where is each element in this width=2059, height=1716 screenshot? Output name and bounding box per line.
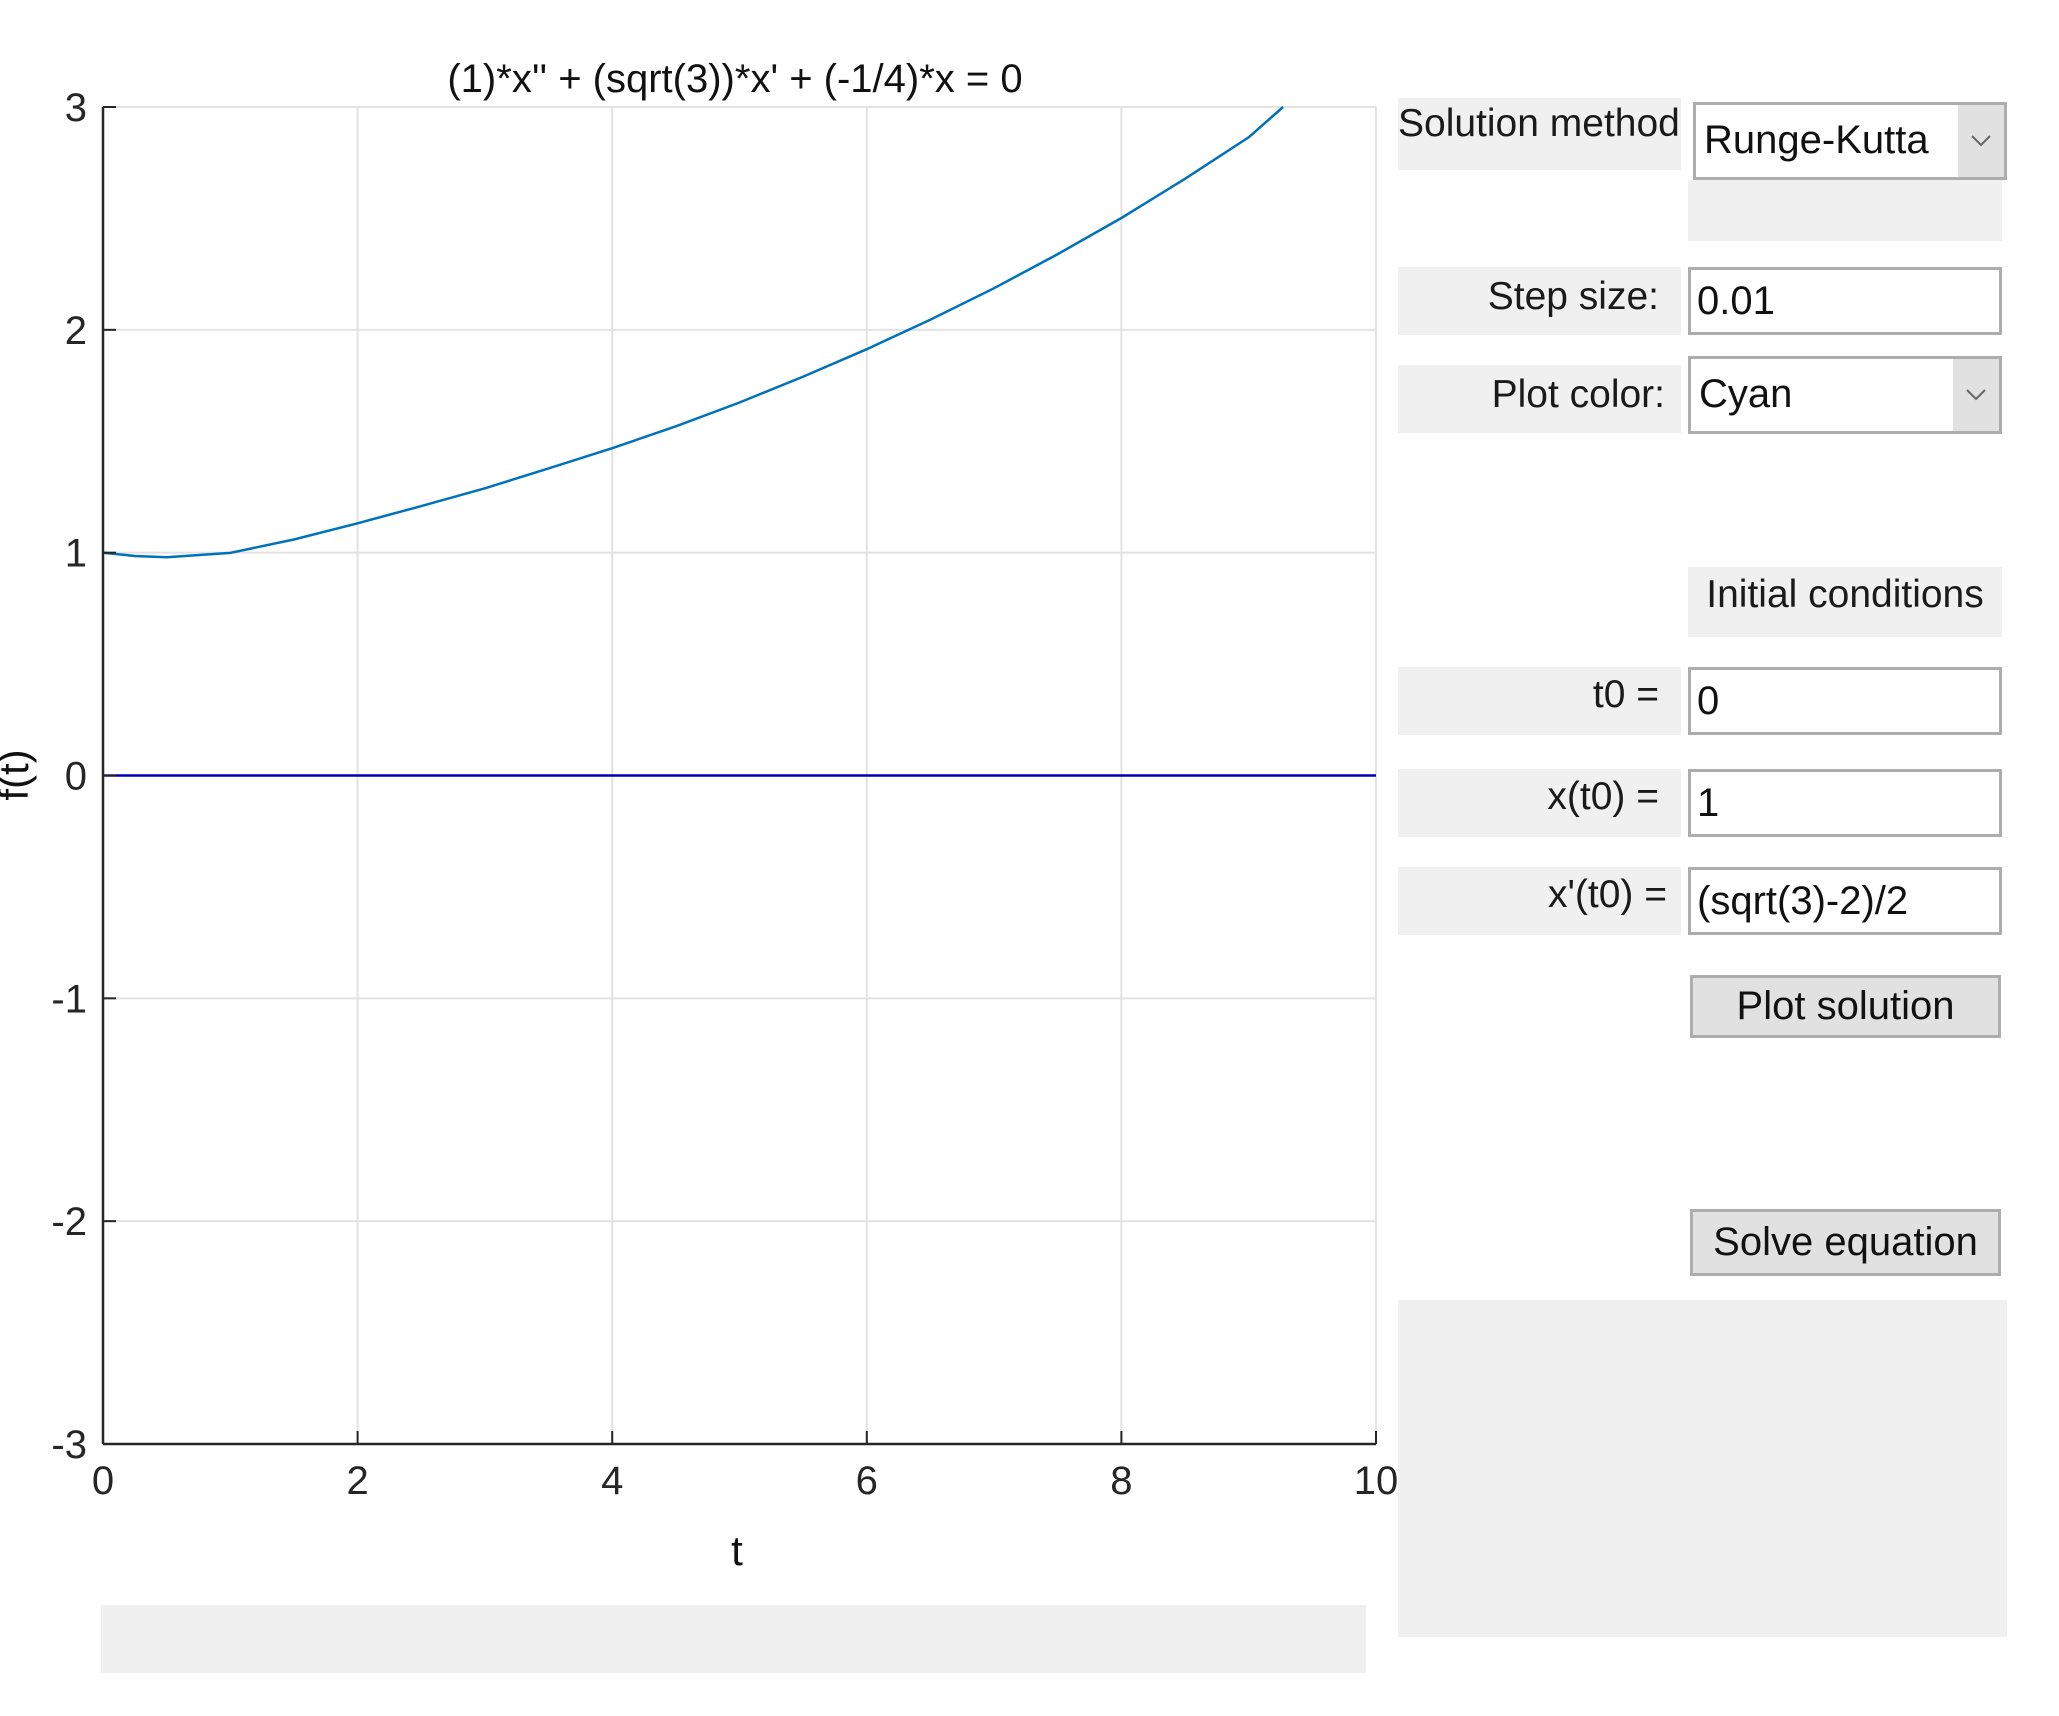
y-tick-label: 2 [65, 309, 87, 353]
x-tick-label: 10 [1354, 1459, 1399, 1503]
y-tick-label: -1 [51, 977, 87, 1021]
plot-axes[interactable]: 0 2 4 6 8 10 -3 -2 -1 0 1 2 3 (1)*x'' + (sqrt(3))*x'… [0, 0, 1400, 1620]
x-axis-label: t [731, 1527, 743, 1574]
y-tick-label: -2 [51, 1200, 87, 1244]
series-line [102, 106, 1284, 559]
step-size-label-text: Step size: [1487, 275, 1659, 318]
y-tick-label: 0 [65, 755, 87, 799]
chevron-down-icon[interactable] [1953, 359, 1999, 431]
x-tick-label: 0 [92, 1459, 114, 1503]
plot-title: (1)*x'' + (sqrt(3))*x' + (-1/4)*x = 0 [447, 57, 1022, 101]
y-tick-label: 3 [65, 86, 87, 130]
status-panel [101, 1605, 1366, 1673]
plot-color-dropdown[interactable]: Cyan [1688, 356, 2002, 434]
chevron-down-icon[interactable] [1958, 105, 2004, 177]
solution-method-label: Solution method: [1398, 98, 1681, 170]
x-tick-label: 8 [1110, 1459, 1132, 1503]
x0-label: x(t0) = [1398, 769, 1681, 837]
plot-color-label: Plot color: [1398, 365, 1681, 433]
plot-lines [102, 106, 1376, 777]
step-size-label: Step size: [1398, 267, 1681, 335]
plot-solution-button[interactable]: Plot solution [1690, 975, 2001, 1038]
output-panel [1398, 1300, 2007, 1637]
y-tick-label: 1 [65, 532, 87, 576]
t0-label: t0 = [1398, 667, 1681, 735]
plot-color-label-text: Plot color: [1491, 373, 1665, 416]
t0-input[interactable] [1688, 667, 2002, 735]
x-tick-label: 4 [601, 1459, 623, 1503]
initial-conditions-label: Initial conditions [1688, 567, 2002, 637]
solution-method-value: Runge-Kutta [1704, 118, 1929, 162]
solution-method-label-text: Solution method: [1398, 102, 1681, 145]
x-tick-label: 2 [346, 1459, 368, 1503]
ticks: 0 2 4 6 8 10 -3 -2 -1 0 1 2 3 [51, 86, 1398, 1503]
y-axis-label: f(t) [0, 749, 37, 800]
plot-color-value: Cyan [1699, 372, 1793, 416]
t0-label-text: t0 = [1592, 673, 1659, 716]
solve-equation-button[interactable]: Solve equation [1690, 1209, 2001, 1276]
x-tick-label: 6 [856, 1459, 878, 1503]
y-tick-label: -3 [51, 1423, 87, 1467]
solution-method-dropdown[interactable]: Runge-Kutta [1693, 102, 2007, 180]
initial-conditions-text: Initial conditions [1706, 573, 1984, 616]
dx0-input[interactable] [1688, 867, 2002, 935]
step-size-input[interactable] [1688, 267, 2002, 335]
method-info-panel [1688, 180, 2002, 241]
dx0-label: x'(t0) = [1398, 867, 1681, 935]
x0-label-text: x(t0) = [1547, 775, 1659, 818]
dx0-label-text: x'(t0) = [1547, 873, 1667, 916]
x0-input[interactable] [1688, 769, 2002, 837]
